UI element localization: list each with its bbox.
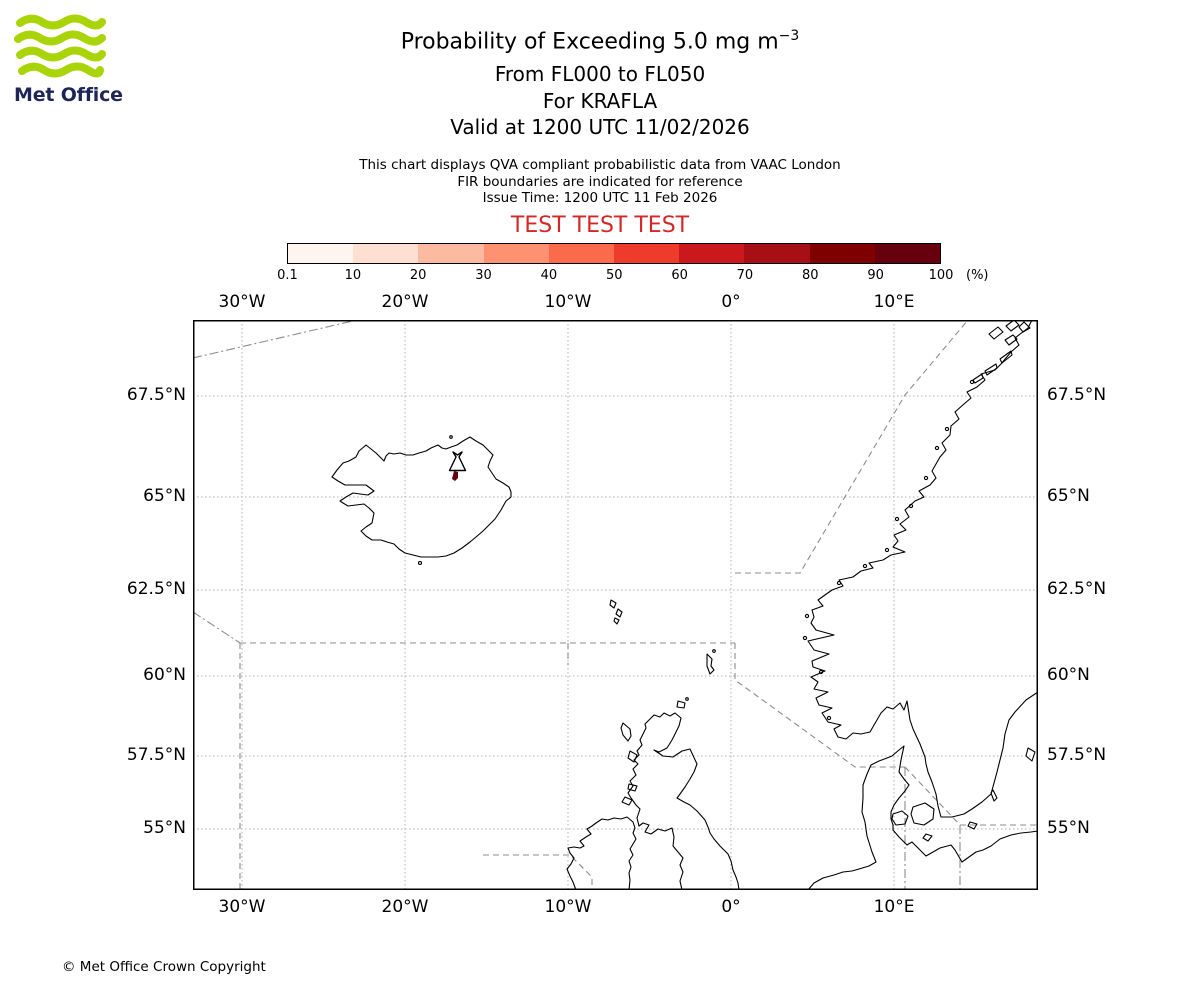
lon-tick-label: 0° [721,292,741,312]
volcano-marker-icon [448,451,467,472]
lat-tick-label: 60°N [1047,665,1090,685]
colorbar-tick-label: 90 [867,268,884,283]
test-banner: TEST TEST TEST [510,213,690,238]
info-line-issue-time: Issue Time: 1200 UTC 11 Feb 2026 [482,190,718,206]
page-title-superscript: −3 [778,28,800,44]
logo-text: Met Office [14,84,123,106]
page-title-text: Probability of Exceeding 5.0 mg m [400,29,779,55]
colorbar-segment [614,244,680,263]
lon-tick-label: 0° [721,897,741,917]
colorbar-tick-label: 20 [409,268,427,283]
colorbar-tick-label: 80 [802,268,819,283]
lon-tick-label: 10°E [873,897,915,917]
lat-tick-label: 62.5°N [1047,579,1107,599]
logo-wave [16,46,106,62]
subtitle-valid-time: Valid at 1200 UTC 11/02/2026 [450,115,750,139]
colorbar-tick-label: 10 [344,268,362,283]
colorbar-tick-label: 70 [736,268,754,283]
colorbar-segment [548,244,615,263]
colorbar-segment [353,244,419,263]
logo-waves-icon [14,14,106,78]
colorbar-segment [744,244,810,263]
grid-lines [193,320,1038,890]
lat-tick-label: 67.5°N [1047,385,1107,405]
colorbar-track [287,243,941,264]
copyright-text: © Met Office Crown Copyright [62,959,266,975]
colorbar-segment [418,244,484,263]
colorbar-tick-label: 30 [475,268,492,283]
logo-wave [14,30,106,46]
lon-tick-label: 30°W [218,292,266,312]
lon-tick-label: 30°W [218,897,266,917]
colorbar-segment [874,244,941,263]
info-block: This chart displays QVA compliant probab… [0,157,1200,207]
colorbar-tick-label: 100 [928,268,954,283]
map-border [193,320,1038,890]
fir-boundaries [193,320,1038,890]
colorbar-unit: (%) [966,268,989,283]
lat-tick-label: 57.5°N [126,745,186,765]
colorbar-segment [288,244,354,263]
lat-tick-label: 65°N [143,486,186,506]
logo-wave [18,62,104,78]
colorbar-tick-label: 40 [540,268,558,283]
colorbar-tick-label: 0.1 [277,268,298,283]
lon-tick-label: 10°W [544,897,592,917]
logo-wave [16,14,106,30]
lat-tick-label: 55°N [143,818,186,838]
page-title: Probability of Exceeding 5.0 mg m−3 [0,28,1200,54]
subtitle-flight-levels: From FL000 to FL050 [494,62,706,86]
lon-tick-label: 20°W [381,897,429,917]
info-line-qva: This chart displays QVA compliant probab… [359,157,841,173]
lon-tick-label: 20°W [381,292,429,312]
colorbar-tick-label: 60 [671,268,688,283]
lat-tick-label: 57.5°N [1047,745,1107,765]
colorbar-tick-label: 50 [605,268,623,283]
lat-tick-label: 65°N [1047,486,1090,506]
lon-tick-label: 10°W [544,292,592,312]
met-office-logo: Met Office [14,14,134,106]
map-plot [193,320,1038,890]
lat-tick-label: 60°N [143,665,186,685]
subtitle-block: From FL000 to FL050 For KRAFLA Valid at … [0,61,1200,141]
subtitle-volcano: For KRAFLA [542,88,658,113]
colorbar-segment [809,244,875,263]
colorbar-segment [483,244,549,263]
lat-tick-label: 62.5°N [126,579,186,599]
coastlines [331,320,1038,890]
ash-contour [452,471,458,481]
lat-tick-label: 67.5°N [126,385,186,405]
info-line-fir: FIR boundaries are indicated for referen… [457,173,743,190]
lat-tick-label: 55°N [1047,818,1090,838]
colorbar-segment [679,244,745,263]
lon-tick-label: 10°E [873,292,915,312]
